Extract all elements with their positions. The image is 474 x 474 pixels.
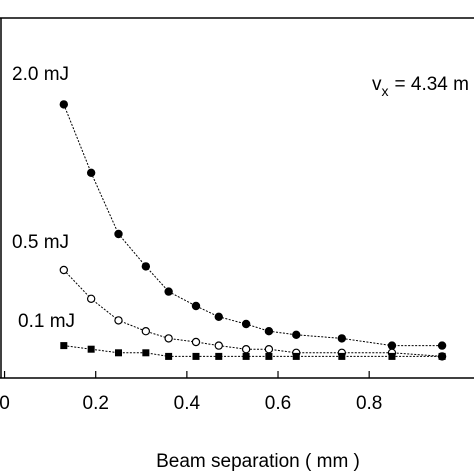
- x-axis-label: Beam separation ( mm ): [156, 451, 360, 472]
- series-line: [63, 104, 443, 347]
- marker: [142, 349, 150, 357]
- marker: [338, 352, 346, 360]
- marker: [164, 334, 173, 343]
- marker: [214, 312, 223, 321]
- series-line: [63, 269, 443, 357]
- series-label: 2.0 mJ: [12, 64, 69, 85]
- x-tick-label: 0.8: [356, 393, 382, 414]
- x-tick-label: 0: [0, 393, 10, 414]
- annotation-rest: = 4.34 m: [395, 74, 469, 95]
- marker: [264, 327, 274, 336]
- marker: [264, 345, 274, 354]
- annotation: vx = 4.34 m: [372, 74, 469, 99]
- marker: [114, 316, 123, 325]
- marker: [86, 168, 96, 177]
- marker: [115, 349, 122, 357]
- marker: [241, 319, 251, 329]
- marker: [141, 262, 151, 271]
- marker: [60, 342, 68, 350]
- annotation-subscript: x: [382, 83, 389, 99]
- marker: [165, 352, 173, 360]
- marker: [114, 229, 123, 239]
- marker: [87, 345, 95, 353]
- marker: [59, 100, 69, 109]
- marker: [215, 352, 223, 360]
- marker: [164, 287, 173, 296]
- marker: [292, 330, 301, 339]
- marker: [388, 352, 396, 360]
- marker: [438, 352, 446, 360]
- x-tick-label: 0.2: [83, 393, 109, 414]
- marker: [292, 352, 300, 360]
- marker: [214, 341, 223, 350]
- series-label: 0.1 mJ: [18, 311, 75, 332]
- marker: [337, 334, 347, 343]
- marker: [387, 341, 397, 350]
- series-label: 0.5 mJ: [12, 232, 69, 253]
- marker: [265, 352, 273, 360]
- x-tick-label: 0.4: [174, 393, 201, 414]
- marker: [86, 294, 96, 303]
- marker: [191, 301, 201, 311]
- marker: [59, 265, 69, 275]
- marker: [241, 345, 251, 354]
- annotation-text: v: [372, 74, 382, 95]
- marker: [192, 352, 200, 360]
- marker: [141, 327, 151, 336]
- marker: [242, 352, 250, 360]
- marker: [191, 337, 201, 347]
- x-tick-label: 0.6: [265, 393, 291, 414]
- marker: [437, 341, 447, 350]
